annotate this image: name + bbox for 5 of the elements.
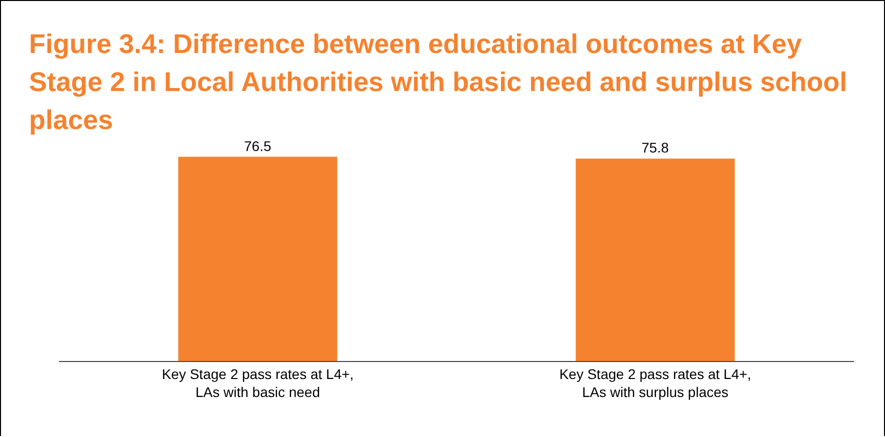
- x-tick-label: Key Stage 2 pass rates at L4+, LAs with surplus places: [559, 366, 752, 400]
- chart-title: Figure 3.4: Difference between educational outcomes at Key Stage 2 in Local Authorities with basic need and surplus school places: [29, 28, 848, 137]
- x-tick-label: Key Stage 2 pass rates at L4+, LAs with basic need: [162, 366, 354, 400]
- data-label: 76.5: [244, 138, 272, 154]
- data-label: 75.8: [642, 140, 669, 156]
